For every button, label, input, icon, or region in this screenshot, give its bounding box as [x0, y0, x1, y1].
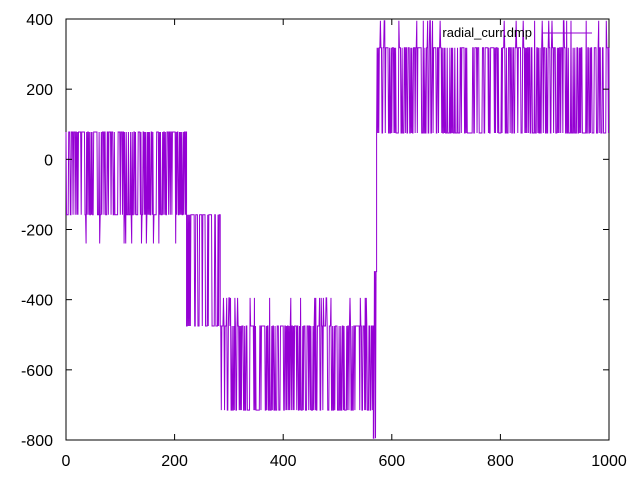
x-axis-ticks: 0 200 400 600 800 1000	[62, 19, 627, 470]
y-tick-label: -400	[21, 293, 53, 310]
y-tick-label: -600	[21, 363, 53, 380]
x-tick-label: 200	[161, 453, 188, 470]
y-tick-label: -800	[21, 433, 53, 450]
x-tick-label: 0	[62, 453, 71, 470]
y-tick-label: 200	[26, 82, 53, 99]
y-tick-label: -200	[21, 223, 53, 240]
y-tick-label: 0	[44, 152, 53, 169]
y-tick-label: 400	[26, 12, 53, 29]
x-tick-label: 1000	[591, 453, 627, 470]
x-tick-label: 400	[270, 453, 297, 470]
series-line	[65, 20, 610, 439]
x-tick-label: 600	[378, 453, 405, 470]
series-layer	[65, 20, 610, 439]
legend: radial_curr.dmp	[442, 25, 592, 40]
x-tick-label: 800	[487, 453, 514, 470]
y-axis-ticks: -800 -600 -400 -200 0 200 400	[21, 12, 609, 450]
legend-label: radial_curr.dmp	[442, 25, 532, 40]
